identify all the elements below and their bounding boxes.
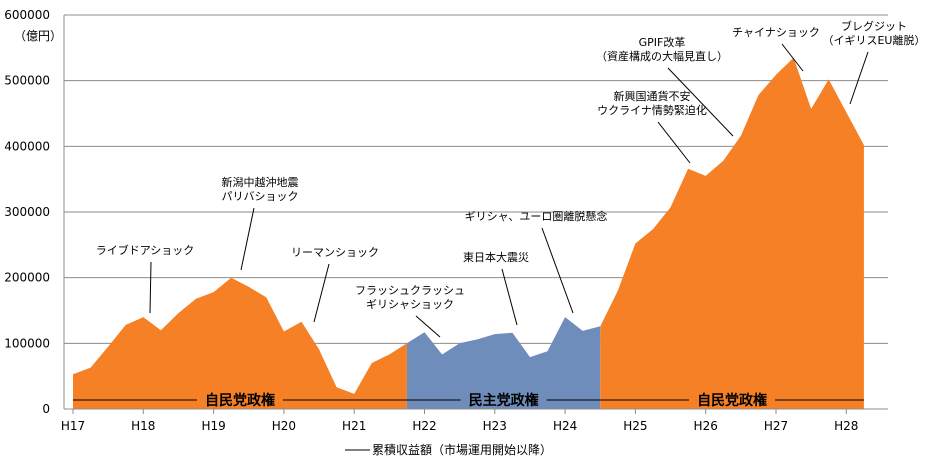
x-tick-label: H27	[764, 419, 788, 433]
y-tick-label: 200000	[4, 271, 50, 285]
annotation: ライブドアショック	[96, 243, 195, 314]
annotation: ブレグジット（イギリスEU離脱）	[822, 19, 926, 105]
annotation-line: ブレグジット	[841, 19, 907, 33]
annotation-line: ライブドアショック	[96, 243, 195, 257]
y-tick-labels: 0 100000 200000 300000 400000 500000 600000	[4, 8, 50, 416]
x-tick-label: H28	[834, 419, 858, 433]
legend: 累積収益額（市場運用開始以降）	[345, 442, 552, 457]
annotation-line: リーマンショック	[291, 246, 379, 259]
y-axis-unit: （億円）	[14, 29, 62, 43]
y-tick-label: 300000	[4, 205, 50, 219]
era-label: 民主党政権	[469, 392, 539, 409]
axes	[63, 15, 888, 414]
era-label-bg	[689, 390, 776, 408]
x-tick-label: H19	[201, 419, 225, 433]
annotation-leader	[313, 263, 330, 323]
x-tick-label: H24	[553, 419, 577, 433]
annotation-label: 新興国通貨不安ウクライナ情勢緊迫化	[597, 89, 707, 117]
annotation-leader	[149, 261, 152, 314]
annotation-line: （イギリスEU離脱）	[822, 33, 925, 47]
annotation-label: GPIF改革（資産構成の大幅見直し）	[596, 35, 728, 63]
annotation: ギリシャ、ユーロ圏離脱懸念	[465, 209, 608, 314]
annotation-leader	[657, 121, 691, 164]
annotation-label: ギリシャ、ユーロ圏離脱懸念	[465, 209, 608, 223]
annotation-line: 東日本大震災	[463, 250, 529, 264]
x-tick-label: H23	[483, 419, 507, 433]
annotation: 新潟中越沖地震パリバショック	[222, 175, 299, 271]
y-tick-label: 500000	[4, 74, 50, 88]
annotations: ライブドアショック 新潟中越沖地震パリバショックリーマンショックフラッシュクラッシ…	[96, 19, 926, 338]
annotation: チャイナショック	[732, 26, 820, 72]
annotation-leader	[240, 207, 255, 271]
annotation-leader	[501, 268, 518, 326]
area-segment	[73, 277, 407, 409]
area-segment	[406, 317, 601, 409]
x-tick-label: H21	[342, 419, 366, 433]
annotation-leader	[415, 315, 441, 338]
x-tick-label: H22	[412, 419, 436, 433]
era-labels: 自民党政権 民主党政権 自民党政権	[73, 390, 864, 409]
y-tick-label: 0	[42, 402, 50, 416]
annotation: リーマンショック	[291, 246, 379, 323]
era-label: 自民党政権	[205, 392, 275, 409]
annotation-label: チャイナショック	[732, 26, 820, 39]
annotation-label: 東日本大震災	[463, 250, 529, 264]
annotation-label: リーマンショック	[291, 246, 379, 259]
annotation-line: GPIF改革	[639, 35, 686, 49]
era-label-bg	[196, 390, 283, 408]
annotation-line: ギリシャ、ユーロ圏離脱懸念	[465, 209, 608, 223]
x-tick-label: H18	[131, 419, 155, 433]
annotation-line: ギリシャショック	[366, 298, 454, 311]
area-segment	[600, 57, 864, 409]
x-tick-label: H26	[694, 419, 718, 433]
era-label: 自民党政権	[697, 392, 767, 409]
annotation-label: 新潟中越沖地震パリバショック	[222, 175, 299, 203]
era-label-bg	[460, 390, 547, 408]
annotation-leader	[541, 227, 574, 314]
annotation: GPIF改革（資産構成の大幅見直し）	[596, 35, 734, 137]
annotation-label: ブレグジット（イギリスEU離脱）	[822, 19, 925, 47]
annotation: 新興国通貨不安ウクライナ情勢緊迫化	[597, 89, 707, 164]
plot-areas	[73, 57, 864, 409]
x-tick-label: H20	[272, 419, 296, 433]
annotation-line: 新潟中越沖地震	[222, 175, 299, 189]
annotation-leader	[781, 43, 804, 72]
annotation-label: ライブドアショック	[96, 243, 195, 257]
annotation-line: フラッシュクラッシュ	[355, 284, 465, 297]
annotation-line: ウクライナ情勢緊迫化	[597, 103, 707, 117]
y-tick-label: 600000	[4, 8, 50, 22]
annotation: 東日本大震災	[463, 250, 529, 326]
x-tick-label: H17	[61, 419, 85, 433]
x-tick-labels: H17 H18 H19 H20 H21 H22 H23 H24 H25 H26 H27 H28	[61, 419, 859, 433]
annotation: フラッシュクラッシュギリシャショック	[355, 284, 465, 338]
annotation-leader	[667, 67, 734, 137]
annotation-line: パリバショック	[222, 190, 299, 203]
y-tick-label: 400000	[4, 139, 50, 153]
annotation-leader	[849, 51, 869, 105]
annotation-label: フラッシュクラッシュギリシャショック	[355, 284, 465, 311]
annotation-line: （資産構成の大幅見直し）	[596, 49, 728, 63]
y-tick-label: 100000	[4, 336, 50, 350]
annotation-line: チャイナショック	[732, 26, 820, 39]
x-tick-label: H25	[623, 419, 647, 433]
legend-label: 累積収益額（市場運用開始以降）	[372, 442, 552, 457]
annotation-line: 新興国通貨不安	[614, 89, 691, 103]
